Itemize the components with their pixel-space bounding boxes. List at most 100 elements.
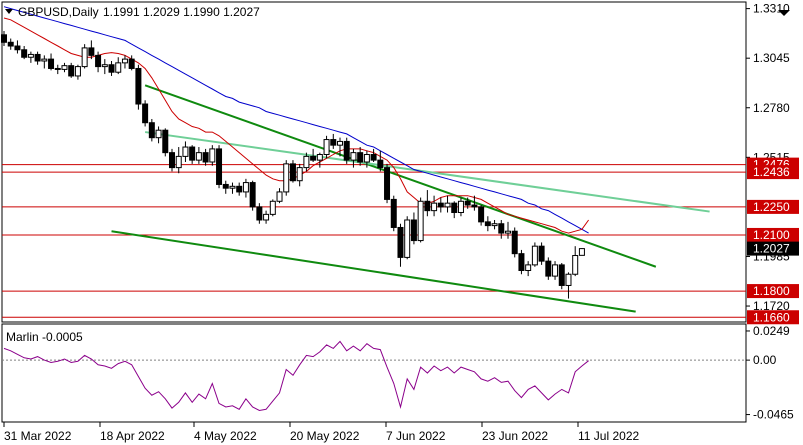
candle-body [431, 202, 438, 212]
candle [303, 152, 310, 172]
candle-body [444, 202, 451, 208]
candle-body [283, 163, 290, 193]
candle-body [330, 139, 337, 146]
candle [310, 148, 317, 162]
candle [54, 64, 61, 75]
indicator-label: Marlin -0.0005 [6, 330, 83, 344]
candle [558, 263, 565, 290]
candle [195, 147, 202, 164]
candle-body [195, 152, 202, 161]
candle [384, 163, 391, 204]
candle-body [343, 140, 350, 161]
candle [337, 137, 343, 157]
candle-body [182, 146, 189, 157]
level-label-bg [747, 310, 799, 325]
candle-body [242, 182, 249, 193]
candle-body [7, 41, 14, 47]
candle-body [148, 122, 155, 139]
candle [7, 38, 14, 50]
candle [525, 261, 532, 277]
ma-red-line [3, 17, 590, 234]
candle [491, 219, 498, 230]
candle-body [162, 129, 169, 154]
time-tick-label: 11 Jul 2022 [578, 429, 639, 443]
candle [511, 227, 518, 258]
symbol-dropdown-icon[interactable] [5, 9, 13, 14]
candle-body [545, 260, 552, 277]
candle [222, 180, 229, 194]
candle-body [142, 103, 149, 124]
indicator-line [3, 340, 589, 412]
candle [216, 145, 223, 189]
candle-body [505, 230, 511, 234]
candle [142, 100, 149, 127]
candle [108, 60, 115, 76]
candle [531, 242, 538, 267]
candle-body [249, 182, 256, 208]
candle-body [296, 167, 303, 182]
candle-body [337, 140, 343, 146]
candle-body [350, 152, 357, 161]
candle [437, 197, 444, 213]
candle [249, 180, 256, 211]
candle-body [216, 148, 223, 185]
candle [88, 40, 95, 60]
candle-body [121, 58, 128, 64]
current-price-bg [747, 241, 799, 256]
candle-body [511, 230, 518, 255]
candle-body [384, 167, 391, 200]
candle [424, 190, 431, 217]
candle-body [578, 248, 585, 256]
level-label-bg [747, 165, 799, 180]
candle [14, 40, 21, 54]
candle [457, 197, 464, 217]
candle [518, 249, 525, 275]
candle-body [404, 219, 411, 258]
candle-body [269, 200, 276, 215]
candle [417, 197, 424, 243]
candle [431, 195, 438, 217]
level-label-bg [747, 199, 799, 214]
candle [377, 150, 384, 172]
candle-body [397, 226, 404, 258]
price-tick-label: 1.1720 [753, 299, 790, 313]
candle [162, 128, 169, 157]
candle [276, 188, 283, 204]
time-tick-label: 20 May 2022 [290, 429, 360, 443]
level-label: 1.1660 [753, 310, 790, 324]
candle [229, 182, 236, 194]
candle-body [202, 152, 209, 163]
candle-body [323, 139, 330, 156]
trendline [144, 84, 657, 268]
candle [121, 55, 128, 69]
candle-body [525, 264, 532, 271]
level-label: 1.1800 [753, 284, 790, 298]
indicator-tick-label: -0.0465 [753, 408, 794, 422]
candle [538, 242, 545, 265]
candle [505, 221, 511, 239]
time-axis: 31 Mar 2022 18 Apr 2022 4 May 2022 20 May 2… [3, 422, 639, 443]
collapse-arrow-icon[interactable] [778, 10, 790, 16]
candle [263, 210, 270, 224]
time-tick-label: 18 Apr 2022 [100, 429, 165, 443]
candle [444, 195, 451, 213]
candle-body [1, 34, 7, 43]
candle [572, 246, 579, 277]
indicator-tick-label: 0.00 [753, 353, 777, 367]
candle-body [357, 152, 364, 163]
candle-body [229, 185, 236, 189]
candle-body [491, 223, 498, 227]
candle-body [417, 200, 424, 242]
trendline [111, 230, 636, 313]
candles [1, 31, 585, 299]
candle [451, 201, 458, 219]
candle [21, 46, 28, 60]
candle [148, 118, 155, 142]
candle-body [34, 53, 41, 62]
level-label: 1.2250 [753, 200, 790, 214]
candle-body [377, 159, 384, 169]
candle-body [222, 183, 229, 189]
candle-body [256, 206, 263, 221]
candle-body [478, 206, 485, 223]
candle-body [14, 45, 21, 51]
